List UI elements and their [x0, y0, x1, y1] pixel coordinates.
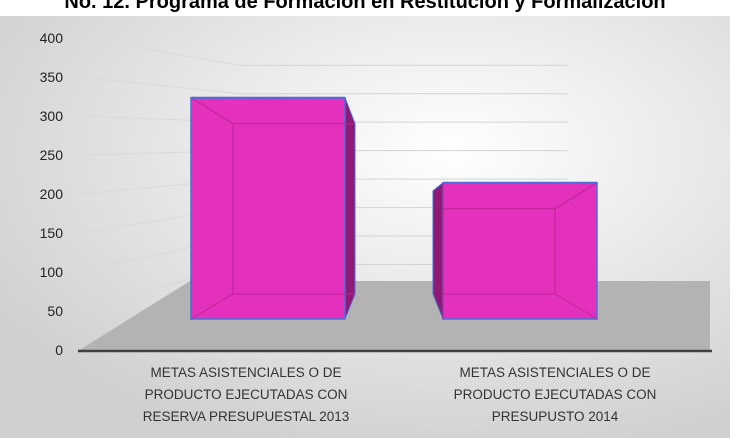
y-tick-label: 200	[40, 186, 64, 202]
y-axis-ticks: 0 50 100 150 200 250 300 350 400	[40, 30, 64, 358]
bar-front-face	[442, 182, 598, 320]
y-tick-label: 400	[40, 30, 64, 46]
bar-side-face	[344, 97, 356, 320]
y-tick-label: 100	[40, 264, 64, 280]
x-axis-labels: METAS ASISTENCIALES O DE PRODUCTO EJECUTA…	[143, 365, 657, 424]
y-tick-label: 350	[40, 69, 64, 85]
gridline-diagonal	[79, 37, 241, 66]
y-tick-label: 50	[47, 303, 63, 319]
bar-inner-edge	[554, 182, 598, 210]
y-tick-label: 150	[40, 225, 64, 241]
x-category-label: METAS ASISTENCIALES O DE PRODUCTO EJECUTA…	[143, 365, 350, 424]
y-tick-label: 250	[40, 147, 64, 163]
bar-2	[432, 181, 598, 320]
bar-front-face	[190, 96, 346, 320]
x-category-label-line: METAS ASISTENCIALES O DE	[459, 365, 650, 380]
x-category-label-line: PRODUCTO EJECUTADAS CON	[145, 387, 348, 402]
x-category-label-line: PRODUCTO EJECUTADAS CON	[454, 387, 657, 402]
bar-inner-edge	[190, 293, 234, 320]
bar-inner-edge	[190, 97, 234, 125]
bars	[190, 96, 598, 320]
plot-background	[0, 16, 730, 438]
gridline-diagonal	[79, 76, 241, 95]
y-tick-label: 0	[55, 342, 63, 358]
bar-1	[190, 96, 356, 320]
y-tick-label: 300	[40, 108, 64, 124]
x-category-label-line: PRESUPUSTO 2014	[492, 409, 619, 424]
bar-inner-edge	[554, 293, 598, 320]
bar-side-face	[432, 181, 444, 320]
x-category-label-line: RESERVA PRESUPUESTAL 2013	[143, 409, 350, 424]
chart-title: No. 12. Programa de Formación en Restitu…	[64, 0, 666, 13]
x-category-label-line: METAS ASISTENCIALES O DE	[150, 365, 341, 380]
x-category-label: METAS ASISTENCIALES O DE PRODUCTO EJECUTA…	[454, 365, 657, 424]
